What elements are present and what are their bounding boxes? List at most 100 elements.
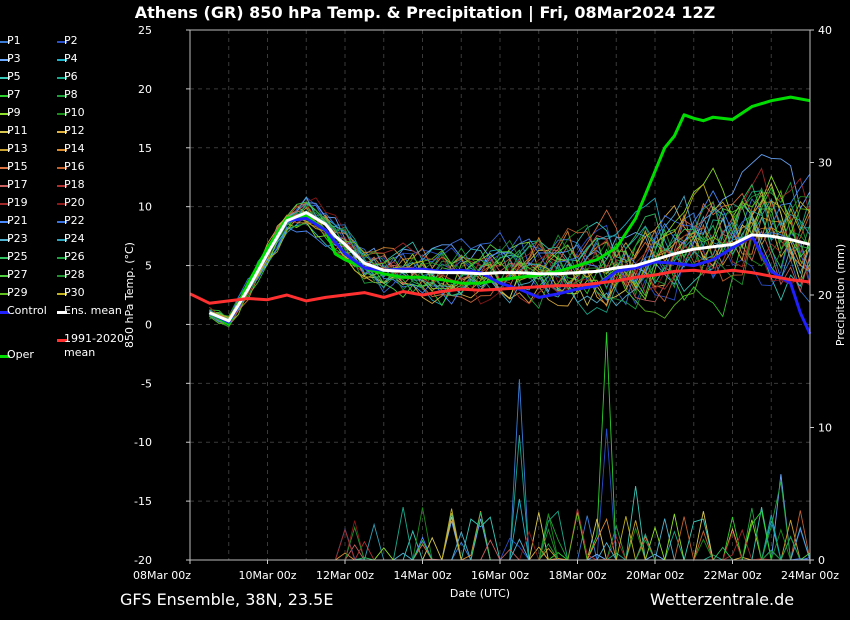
- precip-line-P1: [209, 379, 810, 561]
- legend-label: P19: [7, 196, 28, 209]
- legend-label: P25: [7, 250, 28, 263]
- axes: -20 -15 -10 -5 0 5 10 15 20 25 0 10 20 30 40 08Mar 00z 1…: [123, 24, 847, 600]
- legend-label: P18: [64, 178, 85, 191]
- legend-label: P26: [64, 250, 85, 263]
- legend-swatch: [57, 311, 67, 314]
- y-tick-label: -5: [141, 377, 152, 390]
- series-line-oper: [208, 95, 811, 326]
- legend-swatch: [57, 257, 67, 259]
- legend-swatch: [57, 203, 67, 205]
- x-tick-label: 20Mar 00z: [626, 569, 684, 582]
- legend-swatch: [0, 239, 10, 241]
- legend-swatch: [57, 77, 67, 79]
- y2-tick-label: 20: [818, 289, 832, 302]
- precip-line-P8: [209, 481, 810, 561]
- member-line-P27: [209, 201, 811, 321]
- legend-swatch: [0, 41, 10, 43]
- precip-line-P6: [209, 434, 810, 561]
- precip-line-P3: [209, 474, 810, 561]
- series-line-ens-mean: [208, 211, 811, 323]
- legend-swatch: [0, 293, 10, 295]
- legend-swatch: [57, 131, 67, 133]
- member-line-P21: [209, 173, 811, 322]
- legend-swatch: [57, 339, 67, 342]
- legend-label: P1: [7, 34, 21, 47]
- x-tick-label: 16Mar 00z: [471, 569, 529, 582]
- member-line-P23: [209, 194, 811, 323]
- legend-swatch: [0, 113, 10, 115]
- series-line-1991-2020-mean: [189, 268, 811, 305]
- legend-label: P3: [7, 52, 21, 65]
- legend-label: P8: [64, 88, 78, 101]
- y-tick-label: 15: [138, 142, 152, 155]
- legend-swatch: [0, 77, 10, 79]
- precip-line-P2: [209, 428, 811, 561]
- x-tick-label: 08Mar 00z: [133, 569, 191, 582]
- legend-label: P6: [64, 70, 78, 83]
- legend-label: P9: [7, 106, 21, 119]
- legend-label: P13: [7, 142, 28, 155]
- y-tick-label: 10: [138, 201, 152, 214]
- legend-swatch: [57, 167, 67, 169]
- legend-swatch: [57, 293, 67, 295]
- precipitation-lines: [209, 332, 811, 562]
- y-tick-label: 0: [145, 318, 152, 331]
- precip-line-P5: [209, 485, 810, 561]
- legend-label: P24: [64, 232, 85, 245]
- y2-axis-label: Precipitation (mm): [834, 244, 847, 346]
- y-axis-label: 850 hPa Temp. (°C): [123, 242, 136, 348]
- y-tick-label: -20: [134, 554, 152, 567]
- legend-swatch: [57, 95, 67, 97]
- legend-label: P2: [64, 34, 78, 47]
- model-info: GFS Ensemble, 38N, 23.5E: [120, 590, 334, 609]
- legend-swatch: [0, 257, 10, 259]
- series-line-control: [208, 216, 812, 335]
- legend-label: P5: [7, 70, 21, 83]
- legend-label: P29: [7, 286, 28, 299]
- legend-label: P17: [7, 178, 28, 191]
- legend-label: P27: [7, 268, 28, 281]
- legend-swatch: [0, 95, 10, 97]
- member-line-P9: [209, 167, 811, 322]
- y2-tick-label: 40: [818, 24, 832, 37]
- y-tick-label: 5: [145, 260, 152, 273]
- legend-label: P14: [64, 142, 85, 155]
- legend-label: Oper: [7, 348, 34, 361]
- x-tick-label: 14Mar 00z: [393, 569, 451, 582]
- site-credit: Wetterzentrale.de: [650, 590, 795, 609]
- legend-swatch: [57, 239, 67, 241]
- legend-label: P15: [7, 160, 28, 173]
- member-line-P20: [209, 197, 811, 323]
- legend-swatch: [0, 221, 10, 223]
- legend-swatch: [57, 59, 67, 61]
- y2-tick-label: 0: [818, 554, 825, 567]
- legend-swatch: [0, 203, 10, 205]
- legend-swatch: [0, 59, 10, 61]
- legend-label: P20: [64, 196, 85, 209]
- y-tick-label: -10: [134, 436, 152, 449]
- legend-swatch: [57, 149, 67, 151]
- legend-label: P22: [64, 214, 85, 227]
- x-tick-label: 24Mar 00z: [781, 569, 839, 582]
- legend-swatch: [0, 167, 10, 169]
- x-tick-label: 18Mar 00z: [548, 569, 606, 582]
- y-tick-label: 20: [138, 83, 152, 96]
- legend-label: P4: [64, 52, 78, 65]
- legend-label: P28: [64, 268, 85, 281]
- legend-swatch: [0, 185, 10, 187]
- legend-swatch: [57, 41, 67, 43]
- member-line-P25: [209, 183, 811, 320]
- legend-swatch: [57, 113, 67, 115]
- legend-label: P16: [64, 160, 85, 173]
- legend-swatch: [57, 185, 67, 187]
- legend-label: P11: [7, 124, 28, 137]
- y2-tick-label: 10: [818, 422, 832, 435]
- x-tick-label: 12Mar 00z: [316, 569, 374, 582]
- legend-swatch: [0, 149, 10, 151]
- member-line-P16: [209, 213, 811, 324]
- precip-line-P7: [209, 332, 810, 561]
- legend-label: 1991-2020 mean: [64, 332, 124, 359]
- legend-label: P30: [64, 286, 85, 299]
- legend-label: P12: [64, 124, 85, 137]
